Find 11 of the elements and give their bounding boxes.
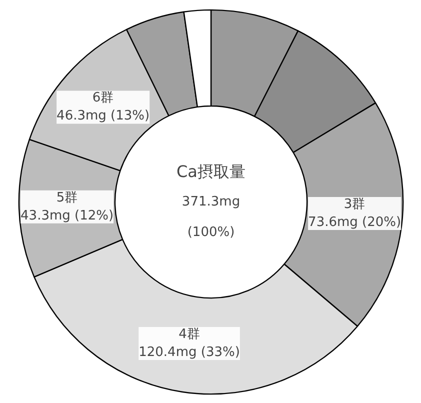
data-label: 73.6mg (20%) [308,215,402,230]
slice-label: 4群 [178,326,200,342]
data-label: 46.3mg (13%) [56,108,150,124]
text: (100%) [187,225,235,240]
slice-label: 6群 [92,90,114,106]
text: Ca摂取量 [176,162,246,181]
slice-label: 5群 [56,190,78,206]
data-label: 43.3mg (12%) [20,208,114,224]
slice-label: 3群 [344,197,366,212]
text: 371.3mg [182,194,240,210]
data-label: 120.4mg (33%) [138,344,240,360]
